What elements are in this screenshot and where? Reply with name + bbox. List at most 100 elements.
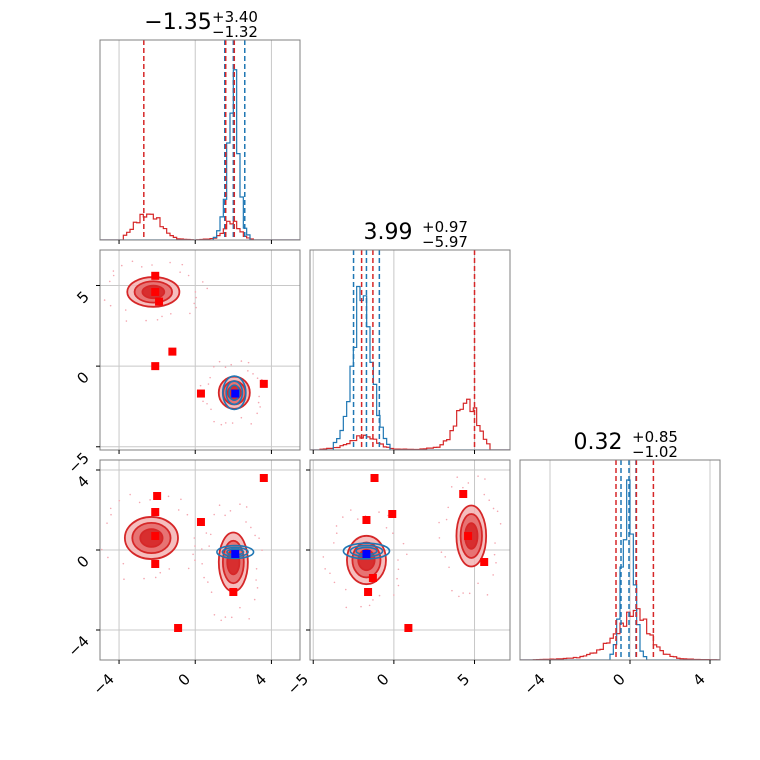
sample-dot [210, 591, 213, 593]
sample-dot [210, 408, 212, 411]
sample-dot [448, 566, 450, 569]
pair-group-1-2 [322, 474, 502, 632]
blue-contour [228, 384, 241, 402]
panel-frame-2-0 [99, 459, 301, 661]
sample-dot [462, 592, 464, 594]
sample-dot [245, 506, 248, 508]
sample-dot [208, 545, 210, 547]
x-tick-label: 4 [251, 670, 270, 689]
sample-dot [344, 588, 347, 591]
sample-dot [335, 525, 338, 527]
sample-dot [468, 592, 471, 595]
sample-dot [120, 264, 123, 267]
blue-contour [225, 380, 244, 406]
red-marker [464, 532, 473, 540]
y-tick-label: 4 [73, 472, 92, 491]
sample-dot [151, 264, 153, 266]
sample-dot [324, 568, 326, 570]
sample-dot [322, 556, 325, 558]
sample-dot [335, 532, 338, 535]
sample-dot [333, 581, 336, 584]
sample-dot [145, 319, 147, 322]
sample-dot [256, 587, 259, 589]
panel-title-value: −1.35 [144, 10, 211, 35]
sample-dot [192, 553, 194, 556]
sample-dot [254, 534, 256, 537]
x-tick-label: 5 [454, 670, 473, 689]
sample-dot [194, 559, 196, 561]
y-tick-label: 5 [73, 288, 92, 307]
sample-dot [258, 395, 260, 398]
sample-dot [259, 406, 261, 408]
sample-dot [224, 616, 227, 618]
sample-dot [261, 549, 263, 552]
red-marker [151, 287, 160, 296]
sample-dot [213, 420, 215, 423]
sample-dot [378, 594, 381, 597]
y-tick-label: 0 [73, 552, 92, 571]
marginal-hist-blue [310, 285, 510, 450]
sample-dot [445, 518, 448, 521]
sample-dot [124, 309, 127, 311]
sample-dot [168, 568, 171, 570]
sample-dot [402, 542, 405, 545]
panel-title-plus: +0.97 [422, 218, 468, 236]
red-marker [196, 389, 205, 398]
sample-dot [187, 274, 190, 277]
sample-dot [189, 312, 191, 315]
sample-dot [112, 274, 115, 277]
sample-dot [329, 572, 331, 575]
sample-dot [180, 498, 182, 501]
red-marker [480, 558, 489, 566]
sample-dot [108, 280, 111, 283]
sample-dot [103, 299, 106, 301]
sample-dot [255, 579, 257, 581]
sample-dot [406, 553, 408, 556]
sample-dot [186, 513, 189, 516]
blue-contour [342, 542, 391, 560]
sample-dot [257, 401, 260, 404]
panel-title-value: 0.32 [574, 430, 623, 455]
red-marker [388, 510, 397, 518]
sample-dot [109, 507, 112, 510]
red-marker [151, 362, 160, 371]
sample-dot [239, 503, 241, 505]
sample-dot [125, 320, 128, 322]
sample-dot [397, 584, 400, 587]
sample-dot [92, 535, 94, 537]
sample-dot [256, 377, 259, 379]
sample-dot [129, 493, 131, 496]
sample-dot [167, 495, 170, 498]
red-marker [259, 379, 268, 388]
sample-dot [201, 563, 203, 565]
sample-dot [143, 577, 145, 580]
sample-dot [245, 521, 247, 523]
sample-dot [356, 518, 359, 520]
marginal-group-1 [310, 250, 510, 450]
sample-dot [107, 556, 109, 559]
x-tick-label: −5 [284, 670, 312, 698]
sample-dot [250, 423, 253, 425]
sample-dot [333, 542, 335, 544]
red-marker [259, 474, 268, 482]
sample-dot [123, 578, 125, 581]
sample-dot [360, 605, 362, 608]
red-marker [196, 518, 205, 526]
sample-dot [248, 618, 250, 620]
sample-dot [95, 289, 97, 291]
sample-dot [194, 291, 197, 293]
sample-dot [207, 581, 209, 583]
sample-dot [156, 318, 159, 321]
red-marker [459, 490, 468, 498]
sample-dot [220, 423, 223, 426]
sample-dot [494, 542, 496, 544]
blue-contour [221, 375, 247, 411]
panel-title-minus: −5.97 [422, 233, 468, 251]
sample-dot [140, 266, 143, 268]
sample-dot [97, 297, 99, 299]
sample-dot [231, 422, 234, 424]
sample-dot [193, 302, 196, 305]
sample-dot [350, 509, 352, 511]
sample-dot [230, 363, 232, 366]
marginal-group-2 [520, 460, 720, 660]
